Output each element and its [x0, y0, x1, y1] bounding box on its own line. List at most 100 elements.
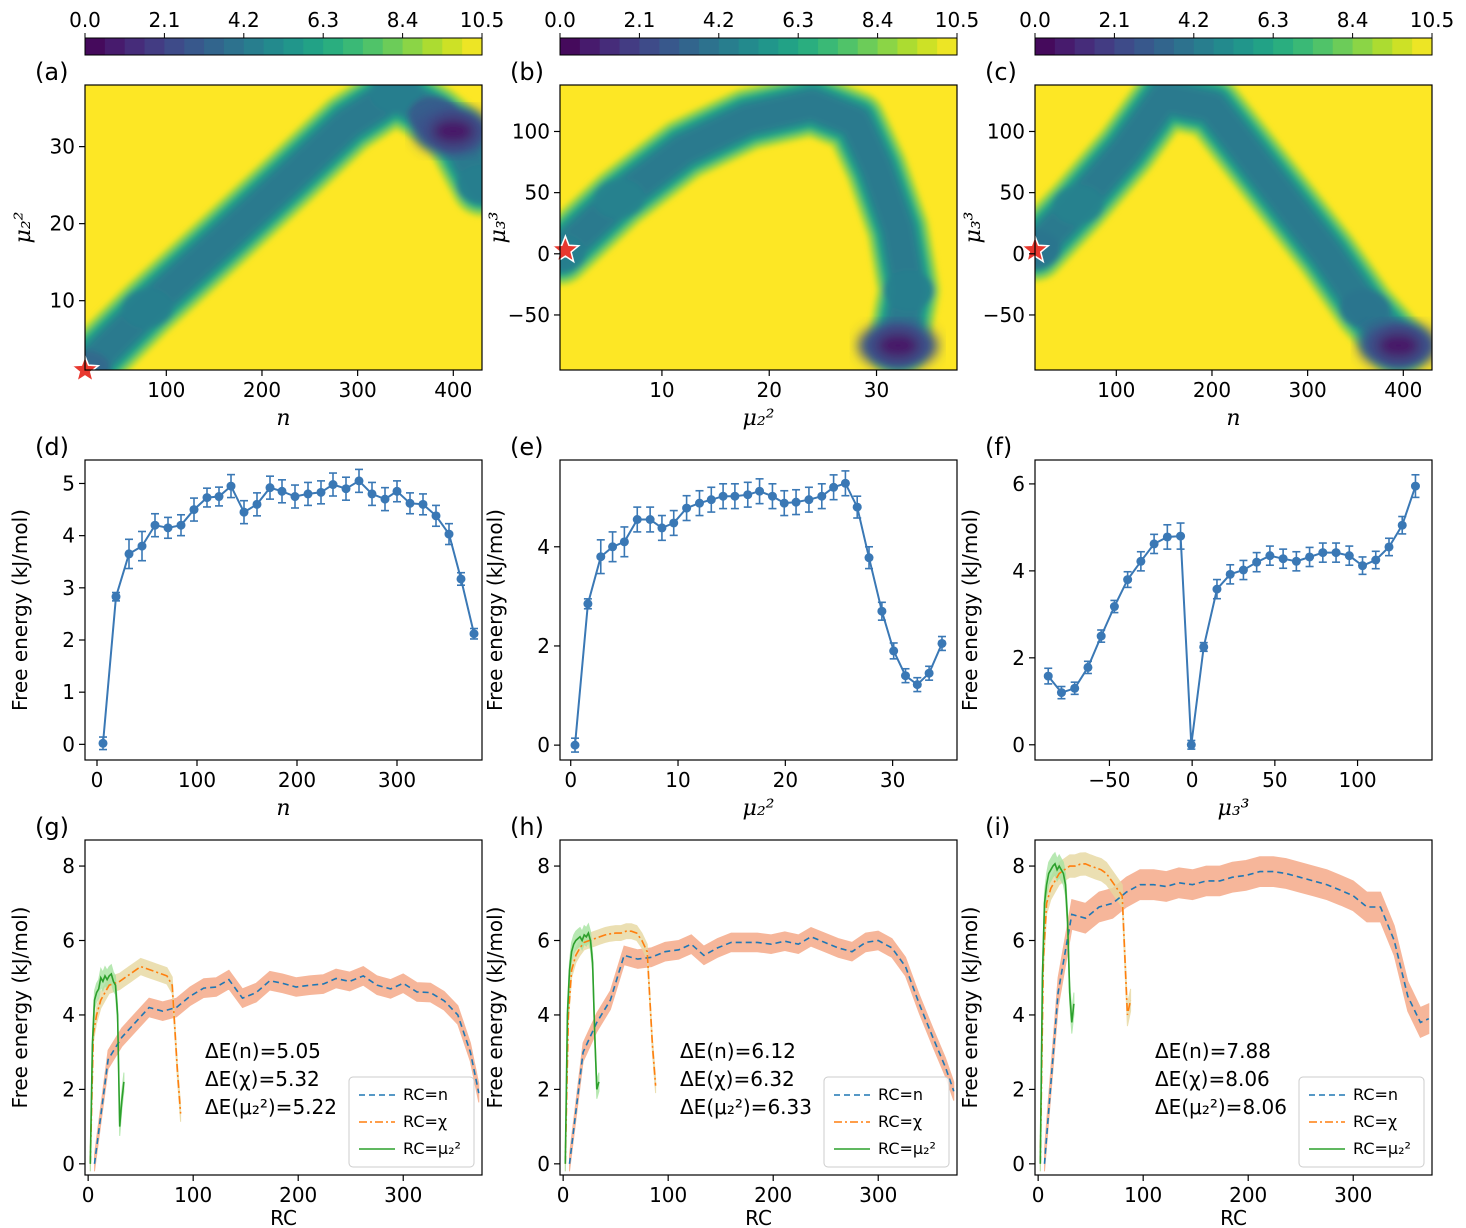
colorbar: 0.0 2.1 4.2 6.3 8.4 10.5 [1019, 8, 1454, 56]
legend-label: RC=μ₂² [878, 1139, 936, 1158]
colorbar-tick-label: 4.2 [1178, 8, 1210, 32]
data-point [1305, 552, 1315, 562]
x-tick-label: 100 [1338, 768, 1376, 792]
data-point [380, 494, 390, 504]
colorbar-segment [758, 38, 779, 55]
valley-contour [1035, 85, 1413, 360]
data-point [214, 492, 224, 502]
legend-label: RC=μ₂² [403, 1139, 461, 1158]
data-point [583, 599, 593, 609]
x-tick-label: 20 [773, 768, 798, 792]
colorbar-tick-label: 8.4 [387, 8, 419, 32]
data-point [1265, 551, 1275, 561]
colorbar-segment [243, 38, 265, 55]
y-tick-label: 0 [1012, 1152, 1025, 1176]
colorbar-tick-label: 10.5 [460, 8, 505, 32]
data-point [1358, 561, 1368, 571]
colorbar-tick-label: 6.3 [307, 8, 339, 32]
colorbar-segment [1035, 38, 1056, 55]
x-tick-label: 10 [665, 768, 690, 792]
legend: RC=n RC=χ RC=μ₂² [348, 1076, 475, 1168]
data-point [290, 492, 300, 502]
colorbar: 0.0 2.1 4.2 6.3 8.4 10.5 [544, 8, 979, 56]
legend-label: RC=μ₂² [1353, 1139, 1411, 1158]
legend-label: RC=χ [878, 1112, 922, 1131]
profile-line [574, 482, 943, 746]
colorbar-segment [937, 38, 958, 55]
data-point [1083, 662, 1093, 672]
confidence-band [564, 923, 657, 1172]
data-point [1291, 556, 1301, 566]
confidence-band [89, 957, 182, 1172]
data-point [367, 489, 377, 499]
x-axis-label: n [276, 406, 290, 431]
data-point [1149, 539, 1159, 549]
colorbar-tick-label: 0.0 [544, 8, 576, 32]
colorbar-segment [897, 38, 918, 55]
colorbar-segment [1074, 38, 1096, 55]
x-tick-label: 0 [564, 768, 577, 792]
data-point [1176, 531, 1186, 541]
start-star-icon [550, 234, 581, 264]
data-point [730, 491, 740, 501]
y-tick-label: 5 [62, 471, 75, 495]
data-point [694, 498, 704, 508]
x-tick-label: 300 [1334, 1183, 1372, 1207]
x-axis-label: μ₂² [743, 796, 775, 821]
y-tick-label: 4 [537, 535, 550, 559]
x-tick-label: 200 [243, 378, 281, 402]
colorbar-segment [263, 38, 285, 55]
comparison-panel: ΔE(n)=7.88 ΔE(χ)=8.06 ΔE(μ₂²)=8.06 RC=n RC=χ… [958, 813, 1433, 1228]
colorbar-segment [857, 38, 879, 55]
data-point [682, 503, 692, 513]
basin-inner [875, 332, 920, 359]
colorbar-segment [1193, 38, 1215, 55]
y-tick-label: 0 [1012, 242, 1025, 266]
x-tick-label: 200 [1229, 1183, 1267, 1207]
x-axis-label: n [1226, 406, 1240, 431]
panel-label: (e) [510, 433, 544, 461]
y-tick-label: 0 [537, 733, 550, 757]
colorbar-segment [1412, 38, 1433, 55]
y-tick-label: 4 [62, 524, 75, 548]
colorbar-segment [422, 38, 443, 55]
y-tick-label: 2 [62, 628, 75, 652]
colorbar-segment [462, 38, 483, 55]
basin [1052, 184, 1105, 225]
colorbar-frame [559, 37, 958, 56]
colorbar-segment [343, 38, 364, 55]
x-tick-label: −50 [1088, 768, 1130, 792]
panel-label: (a) [35, 58, 68, 86]
data-point [189, 505, 199, 515]
y-tick-label: 2 [537, 1077, 550, 1101]
data-point [1278, 554, 1288, 564]
axes-frame [559, 839, 958, 1176]
panel-label: (d) [35, 433, 69, 461]
colorbar-segment [1213, 38, 1235, 55]
data-point [1252, 557, 1262, 567]
x-tick-label: 30 [864, 378, 889, 402]
x-tick-label: 0 [91, 768, 104, 792]
colorbar-segment [1332, 38, 1354, 55]
colorbar-segment [184, 38, 205, 55]
data-point [706, 495, 716, 505]
legend-box [348, 1076, 475, 1168]
legend: RC=n RC=χ RC=μ₂² [823, 1076, 950, 1168]
data-point [1397, 520, 1407, 530]
data-point [1043, 671, 1053, 681]
x-axis-label: n [276, 796, 290, 821]
data-point [1136, 556, 1146, 566]
colorbar-segment [323, 38, 344, 55]
data-point [226, 481, 236, 491]
x-tick-label: 300 [339, 378, 377, 402]
x-tick-label: 0 [557, 1183, 570, 1207]
x-tick-label: 0 [1032, 1183, 1045, 1207]
data-point [1318, 548, 1328, 558]
colorbar-segment [837, 38, 859, 55]
delta-e-annotation: ΔE(μ₂²)=5.22 [205, 1095, 337, 1119]
series-line [1043, 870, 1430, 1164]
data-point [1344, 551, 1354, 561]
x-tick-label: 400 [1384, 378, 1422, 402]
colorbar-segment [104, 38, 126, 55]
colorbar-segment [204, 38, 225, 55]
